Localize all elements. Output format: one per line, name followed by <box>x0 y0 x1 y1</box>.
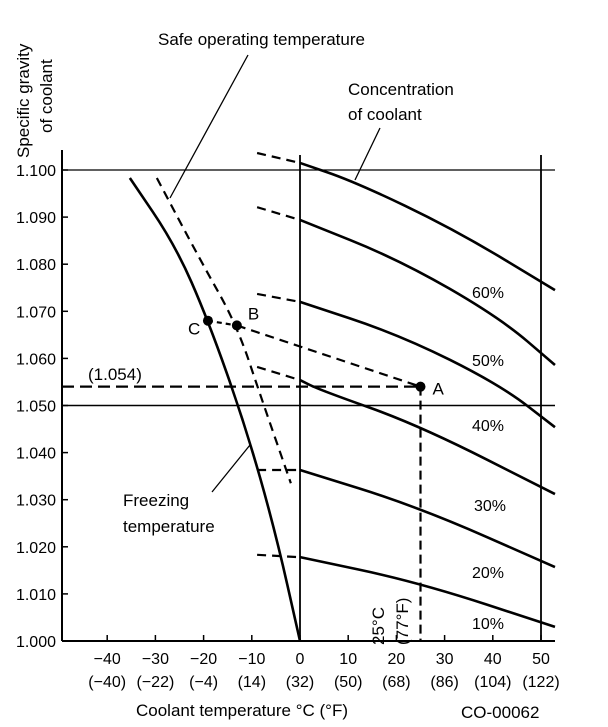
freezing-annotation-2: temperature <box>123 517 215 536</box>
x-tick-label-f: (86) <box>430 674 458 691</box>
y-tick-label: 1.090 <box>16 210 56 227</box>
y-tick-label: 1.010 <box>16 587 56 604</box>
axes: 1.000 1.010 1.020 1.030 1.040 1.050 1.060 1.070… <box>16 150 560 691</box>
y-tick-label: 1.000 <box>16 634 56 651</box>
y-tick-label: 1.060 <box>16 351 56 368</box>
x-tick-label-f: (104) <box>474 674 511 691</box>
y-tick-label: 1.070 <box>16 304 56 321</box>
x-tick-label-c: 30 <box>436 651 454 668</box>
freezing-pointer <box>211 444 251 493</box>
concentration-curve-dashed-3 <box>256 365 301 382</box>
x-axis-label: Coolant temperature °C (°F) <box>136 701 348 720</box>
x-tick-label-c: −20 <box>190 651 217 668</box>
concentration-label-30: 30% <box>474 498 506 515</box>
concentration-curve-5 <box>299 555 556 629</box>
concentration-curve-dashed-0 <box>256 151 301 164</box>
x-tick-label-c: 50 <box>532 651 550 668</box>
y-axis-label-line2: of coolant <box>37 59 56 133</box>
x-tick-label-f: (14) <box>238 674 266 691</box>
x-tick-label-c: 20 <box>388 651 406 668</box>
concentration-annotation-1: Concentration <box>348 80 454 99</box>
concentration-curve-4 <box>299 468 556 569</box>
point-label-A: A <box>433 380 445 399</box>
freezing-annotation-1: Freezing <box>123 491 189 510</box>
point-C <box>202 315 213 326</box>
concentration-label-20: 20% <box>472 565 504 582</box>
x-tick-label-c: 40 <box>484 651 502 668</box>
marks: A B C <box>62 151 556 642</box>
x-tick-label-f: (32) <box>286 674 314 691</box>
concentration-curve-1 <box>299 218 556 366</box>
x-tick-label-f: (50) <box>334 674 362 691</box>
concentration-curve-2 <box>299 300 556 429</box>
concentration-annotation-2: of coolant <box>348 105 422 124</box>
x-tick-label-c: 0 <box>296 651 305 668</box>
x-tick-label-c: 10 <box>339 651 357 668</box>
x-tick-label-c: −30 <box>142 651 169 668</box>
b-to-a-dashed <box>236 324 421 388</box>
safe-annotation: Safe operating temperature <box>158 30 365 49</box>
y-axis-label-line1: Specific gravity <box>14 43 33 158</box>
safe-pointer <box>169 54 249 199</box>
concentration-label-40: 40% <box>472 418 504 435</box>
concentration-label-50: 50% <box>472 353 504 370</box>
reading-temp-label-2: (77°F) <box>393 598 412 645</box>
y-tick-label: 1.050 <box>16 399 56 416</box>
x-tick-label-f: (122) <box>522 674 559 691</box>
x-tick-label-c: −40 <box>94 651 121 668</box>
y-tick-label: 1.030 <box>16 493 56 510</box>
point-A <box>415 381 426 392</box>
concentration-label-60: 60% <box>472 285 504 302</box>
concentration-curve-dashed-1 <box>256 206 301 221</box>
x-tick-label-f: (−22) <box>137 674 175 691</box>
concentration-curve-dashed-2 <box>256 292 301 303</box>
reading-value-label: (1.054) <box>88 365 142 384</box>
freezing-temperature-curve <box>128 177 302 642</box>
figure-code: CO-00062 <box>461 703 539 722</box>
concentration-label-10: 10% <box>472 616 504 633</box>
x-tick-label-f: (−4) <box>189 674 218 691</box>
concentration-pointer <box>354 127 381 181</box>
x-tick-label-f: (68) <box>382 674 410 691</box>
concentration-curve-dashed-5 <box>257 553 301 559</box>
y-tick-label: 1.100 <box>16 163 56 180</box>
x-tick-label-c: −10 <box>238 651 265 668</box>
y-tick-label: 1.040 <box>16 446 56 463</box>
concentration-curve-3 <box>299 378 556 496</box>
y-tick-label: 1.020 <box>16 540 56 557</box>
point-B <box>231 320 242 331</box>
reading-temp-label-1: 25°C <box>369 607 388 645</box>
point-label-C: C <box>188 320 200 339</box>
safe-operating-temperature-curve <box>155 177 292 484</box>
y-tick-label: 1.080 <box>16 257 56 274</box>
concentration-curve-0 <box>299 161 556 292</box>
point-label-B: B <box>248 304 259 323</box>
x-tick-label-f: (−40) <box>88 674 126 691</box>
